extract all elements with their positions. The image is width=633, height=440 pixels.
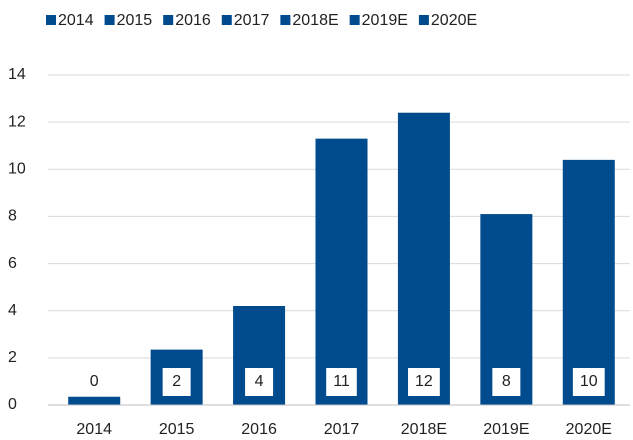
- legend-swatch: [46, 15, 56, 25]
- value-label: 12: [415, 373, 433, 390]
- value-label: 4: [255, 373, 264, 390]
- value-label: 0: [90, 373, 99, 390]
- value-label-box: [492, 368, 521, 396]
- value-label: 10: [580, 373, 598, 390]
- value-label: 2: [172, 373, 181, 390]
- value-label-box: [572, 368, 605, 396]
- x-tick-label: 2014: [76, 421, 112, 438]
- legend-swatch: [280, 15, 291, 25]
- legend-swatch: [221, 15, 232, 25]
- legend-swatch: [104, 15, 115, 25]
- y-tick-label: 0: [8, 396, 17, 413]
- x-tick-label: 2020E: [566, 421, 612, 438]
- legend-label: 2018E: [292, 12, 338, 29]
- value-label-box: [245, 368, 274, 396]
- legend-label: 2020E: [431, 12, 477, 29]
- legend-label: 2019E: [362, 12, 408, 29]
- y-tick-label: 4: [8, 302, 17, 319]
- bar: [397, 112, 450, 405]
- legend-label: 2017: [234, 12, 270, 29]
- legend-label: 2014: [58, 12, 94, 29]
- legend-label: 2015: [117, 12, 153, 29]
- value-label-box: [80, 368, 109, 396]
- y-tick-label: 10: [8, 161, 26, 178]
- value-label: 8: [502, 373, 511, 390]
- legend-swatch: [349, 15, 360, 25]
- y-tick-label: 14: [8, 66, 26, 83]
- x-tick-label: 2015: [159, 421, 195, 438]
- y-tick-label: 6: [8, 255, 17, 272]
- legend-label: 2016: [175, 12, 211, 29]
- x-tick-label: 2017: [324, 421, 360, 438]
- value-label-box: [162, 368, 191, 396]
- legend-swatch: [418, 15, 429, 25]
- bar: [68, 396, 121, 405]
- legend-swatch: [163, 15, 174, 25]
- x-tick-label: 2018E: [401, 421, 447, 438]
- value-label: 11: [333, 373, 350, 390]
- y-tick-label: 2: [8, 349, 17, 366]
- bar: [315, 138, 368, 405]
- x-tick-label: 2016: [241, 421, 277, 438]
- bar: [562, 159, 615, 405]
- y-tick-label: 12: [8, 113, 26, 130]
- x-tick-label: 2019E: [483, 421, 529, 438]
- value-label-box: [326, 368, 357, 396]
- value-label-box: [408, 368, 440, 396]
- y-tick-label: 8: [8, 208, 17, 225]
